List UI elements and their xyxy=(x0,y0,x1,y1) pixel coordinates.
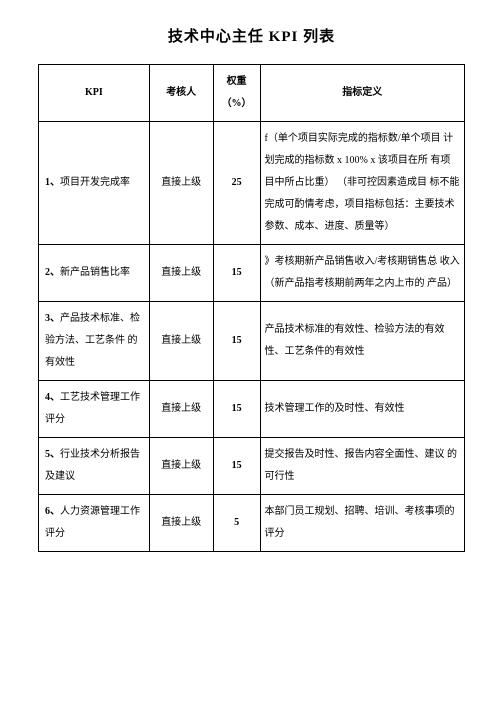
row-number: 1、 xyxy=(45,177,60,188)
kpi-cell: 4、工艺技术管理工作评分 xyxy=(39,381,150,438)
definition-cell: 》考核期新产品销售收入/考核期销售总 收入（新产品指考核期前两年之内上市的 产品… xyxy=(260,245,465,302)
reviewer-cell: 直接上级 xyxy=(149,438,213,495)
header-kpi: KPI xyxy=(39,65,150,122)
table-row: 3、产品技术标准、检 验方法、工艺条件 的有效性直接上级15产品技术标准的有效性… xyxy=(39,302,465,381)
weight-cell: 15 xyxy=(213,381,260,438)
definition-cell: 产品技术标准的有效性、检验方法的有效性、工艺条件的有效性 xyxy=(260,302,465,381)
header-weight: 权重（%） xyxy=(213,65,260,122)
kpi-name: 新产品销售比率 xyxy=(60,267,130,278)
kpi-cell: 2、新产品销售比率 xyxy=(39,245,150,302)
kpi-cell: 1、项目开发完成率 xyxy=(39,122,150,245)
table-row: 4、工艺技术管理工作评分直接上级15技术管理工作的及时性、有效性 xyxy=(39,381,465,438)
table-row: 1、项目开发完成率直接上级25f（单个项目实际完成的指标数/单个项目 计划完成的… xyxy=(39,122,465,245)
weight-cell: 15 xyxy=(213,438,260,495)
kpi-name: 项目开发完成率 xyxy=(60,177,130,188)
reviewer-cell: 直接上级 xyxy=(149,122,213,245)
row-number: 6、 xyxy=(45,506,60,517)
header-definition: 指标定义 xyxy=(260,65,465,122)
definition-cell: 技术管理工作的及时性、有效性 xyxy=(260,381,465,438)
table-row: 6、人力资源管理工作评分直接上级5本部门员工规划、招聘、培训、考核事项的评分 xyxy=(39,495,465,552)
page-title: 技术中心主任 KPI 列表 xyxy=(38,25,465,46)
row-number: 2、 xyxy=(45,267,60,278)
header-reviewer: 考核人 xyxy=(149,65,213,122)
kpi-name: 人力资源管理工作评分 xyxy=(45,506,140,539)
kpi-name: 工艺技术管理工作评分 xyxy=(45,392,140,425)
kpi-cell: 6、人力资源管理工作评分 xyxy=(39,495,150,552)
kpi-cell: 3、产品技术标准、检 验方法、工艺条件 的有效性 xyxy=(39,302,150,381)
kpi-cell: 5、行业技术分析报告及建议 xyxy=(39,438,150,495)
table-header-row: KPI 考核人 权重（%） 指标定义 xyxy=(39,65,465,122)
row-number: 5、 xyxy=(45,449,60,460)
weight-cell: 15 xyxy=(213,302,260,381)
definition-cell: 提交报告及时性、报告内容全面性、建议 的可行性 xyxy=(260,438,465,495)
table-body: 1、项目开发完成率直接上级25f（单个项目实际完成的指标数/单个项目 计划完成的… xyxy=(39,122,465,552)
table-row: 2、新产品销售比率直接上级15》考核期新产品销售收入/考核期销售总 收入（新产品… xyxy=(39,245,465,302)
kpi-name: 行业技术分析报告及建议 xyxy=(45,449,140,482)
definition-cell: 本部门员工规划、招聘、培训、考核事项的评分 xyxy=(260,495,465,552)
weight-cell: 5 xyxy=(213,495,260,552)
table-row: 5、行业技术分析报告及建议直接上级15提交报告及时性、报告内容全面性、建议 的可… xyxy=(39,438,465,495)
reviewer-cell: 直接上级 xyxy=(149,381,213,438)
row-number: 4、 xyxy=(45,392,60,403)
row-number: 3、 xyxy=(45,313,60,324)
kpi-name: 产品技术标准、检 验方法、工艺条件 的有效性 xyxy=(45,313,140,368)
reviewer-cell: 直接上级 xyxy=(149,302,213,381)
reviewer-cell: 直接上级 xyxy=(149,245,213,302)
kpi-table: KPI 考核人 权重（%） 指标定义 1、项目开发完成率直接上级25f（单个项目… xyxy=(38,64,465,552)
reviewer-cell: 直接上级 xyxy=(149,495,213,552)
weight-cell: 25 xyxy=(213,122,260,245)
definition-cell: f（单个项目实际完成的指标数/单个项目 计划完成的指标数 x 100% x 该项… xyxy=(260,122,465,245)
weight-cell: 15 xyxy=(213,245,260,302)
